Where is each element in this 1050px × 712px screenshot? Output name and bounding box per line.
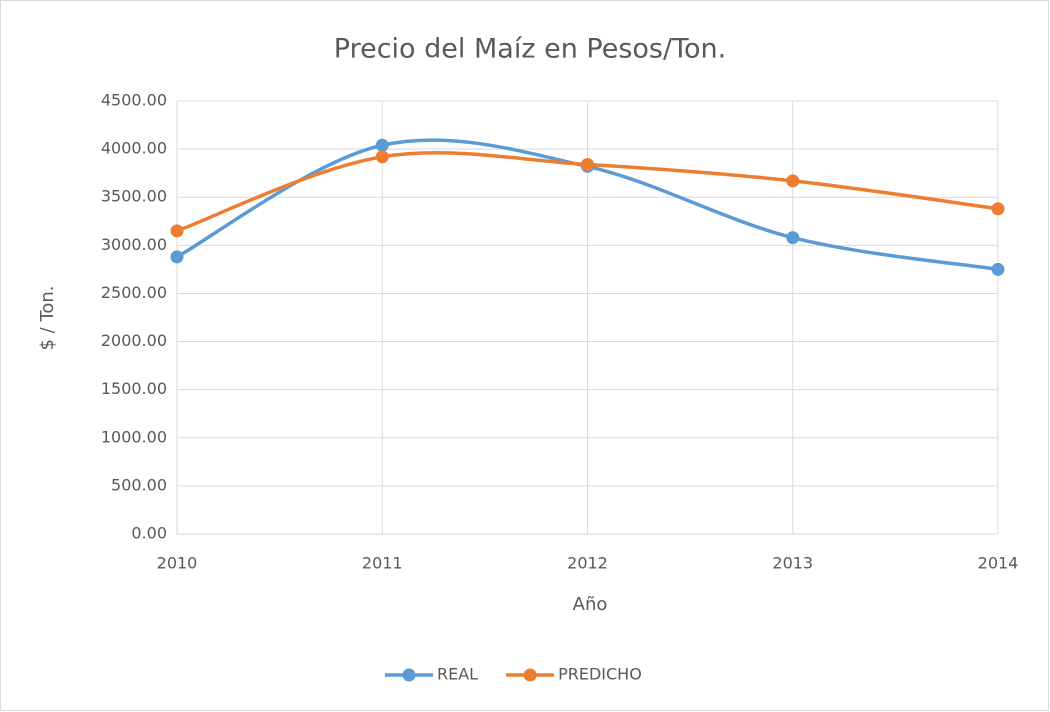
x-tick-label: 2010 <box>157 554 198 573</box>
x-tick-label: 2011 <box>362 554 403 573</box>
y-tick-label: 1000.00 <box>101 427 167 446</box>
chart-title: Precio del Maíz en Pesos/Ton. <box>334 34 726 65</box>
marker <box>786 174 800 188</box>
marker <box>581 158 594 172</box>
y-tick-label: 0.00 <box>131 524 167 543</box>
y-tick-label: 2500.00 <box>101 283 167 302</box>
marker <box>375 138 389 152</box>
marker <box>170 250 184 264</box>
x-tick-label: 2014 <box>978 554 1019 573</box>
y-axis-label: $ / Ton. <box>37 285 58 350</box>
marker <box>991 202 1005 216</box>
y-tick-label: 3000.00 <box>101 235 167 254</box>
legend-marker <box>523 668 537 682</box>
legend-label: PREDICHO <box>558 665 642 684</box>
y-tick-label: 500.00 <box>111 475 167 494</box>
x-tick-label: 2013 <box>772 554 813 573</box>
legend-marker <box>402 668 416 682</box>
marker <box>786 231 800 245</box>
y-tick-label: 2000.00 <box>101 331 167 350</box>
marker <box>375 150 389 164</box>
legend-label: REAL <box>437 665 478 684</box>
marker <box>991 262 1005 276</box>
y-tick-label: 4500.00 <box>101 91 167 110</box>
y-tick-label: 3500.00 <box>101 187 167 206</box>
y-tick-label: 1500.00 <box>101 379 167 398</box>
x-axis-label: Año <box>573 594 608 615</box>
x-tick-label: 2012 <box>567 554 608 573</box>
y-tick-label: 4000.00 <box>101 139 167 158</box>
marker <box>170 224 184 238</box>
